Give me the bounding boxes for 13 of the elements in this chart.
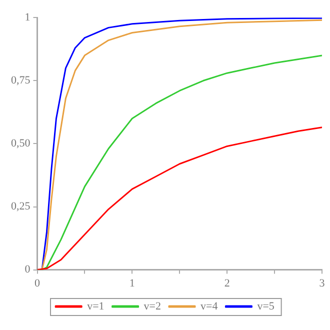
y-tick-label: 0 [24,264,31,276]
legend-label: v=1 [87,300,104,312]
x-tick-label: 0 [34,277,40,290]
legend-label: v=4 [200,300,218,312]
x-tick-label: 3 [319,277,326,290]
y-tick-label: 0,75 [11,74,31,87]
legend-label: v=5 [257,300,275,312]
y-tick-label: 1 [24,11,30,24]
x-tick-label: 1 [129,277,135,290]
y-tick-label: 0,25 [11,200,31,213]
legend-label: v=2 [144,300,162,312]
x-tick-label: 2 [224,277,230,290]
y-tick-label: 0,50 [11,138,31,150]
